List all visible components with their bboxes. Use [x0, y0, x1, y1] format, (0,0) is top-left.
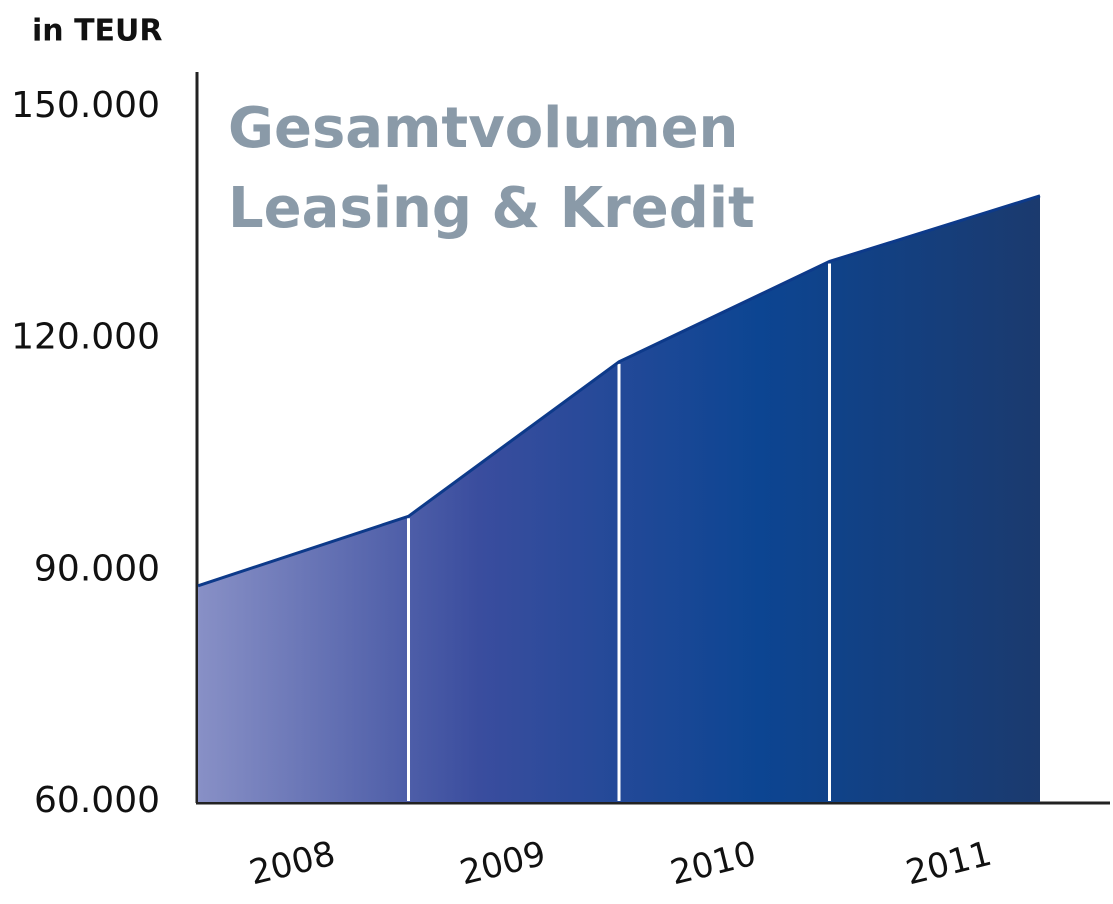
- x-tick-label: 2008: [246, 834, 340, 894]
- area-segment: [619, 261, 830, 802]
- area-segment: [408, 361, 619, 802]
- chart-title: Gesamtvolumen: [228, 96, 738, 161]
- y-tick-label: 60.000: [34, 780, 160, 821]
- y-tick-label: 90.000: [34, 548, 160, 589]
- x-tick-label: 2009: [456, 834, 550, 894]
- x-tick-label: 2011: [902, 834, 996, 894]
- chart-title: Leasing & Kredit: [228, 176, 755, 241]
- y-axis-label: in TEUR: [32, 14, 163, 49]
- x-tick-label: 2010: [667, 834, 761, 894]
- area-segment: [829, 195, 1040, 803]
- y-tick-label: 120.000: [11, 317, 160, 358]
- area-segment: [198, 516, 409, 802]
- area-line: [197, 194, 1041, 588]
- y-tick-label: 150.000: [11, 85, 160, 126]
